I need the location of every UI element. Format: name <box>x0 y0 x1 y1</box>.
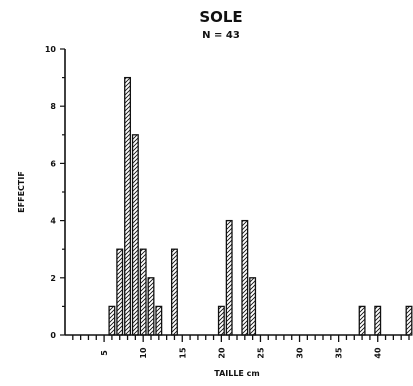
bar-8cm <box>125 78 131 335</box>
bar-24cm <box>250 278 256 335</box>
bar-40cm <box>375 306 381 335</box>
bar-21cm <box>226 221 232 335</box>
bar-14cm <box>172 249 178 335</box>
y-tick-label: 0 <box>50 331 56 340</box>
bar-11cm <box>148 278 154 335</box>
y-tick-label: 2 <box>50 274 56 283</box>
y-ticks-group: 0 2 4 6 8 10 <box>45 45 65 340</box>
x-tick-label: 15 <box>178 347 187 359</box>
x-tick-label: 25 <box>256 347 265 359</box>
bars-group <box>109 78 412 335</box>
x-tick-label: 40 <box>374 347 383 359</box>
bar-7cm <box>117 249 123 335</box>
chart-title: SOLE <box>199 8 242 26</box>
x-tick-label: 30 <box>296 347 305 359</box>
bar-38cm <box>359 306 365 335</box>
x-axis-label: TAILLE cm <box>214 369 260 378</box>
x-tick-label: 35 <box>335 347 344 359</box>
y-tick-label: 6 <box>50 159 56 168</box>
bar-12cm <box>156 306 162 335</box>
x-tick-label: 20 <box>217 347 226 359</box>
y-tick-label: 4 <box>50 217 56 226</box>
bar-6cm <box>109 306 115 335</box>
bar-9cm <box>133 135 139 335</box>
bar-20cm <box>219 306 225 335</box>
y-axis-label: EFFECTIF <box>17 171 26 213</box>
bar-23cm <box>242 221 248 335</box>
x-tick-label: 5 <box>100 350 109 356</box>
chart-subtitle: N = 43 <box>202 30 240 41</box>
y-tick-label: 10 <box>45 45 57 54</box>
y-tick-label: 8 <box>50 102 56 111</box>
bar-10cm <box>140 249 146 335</box>
x-tick-label: 10 <box>139 347 148 359</box>
x-ticks-group: 5 10 15 20 25 30 35 40 <box>73 335 409 359</box>
bar-44cm <box>406 306 412 335</box>
